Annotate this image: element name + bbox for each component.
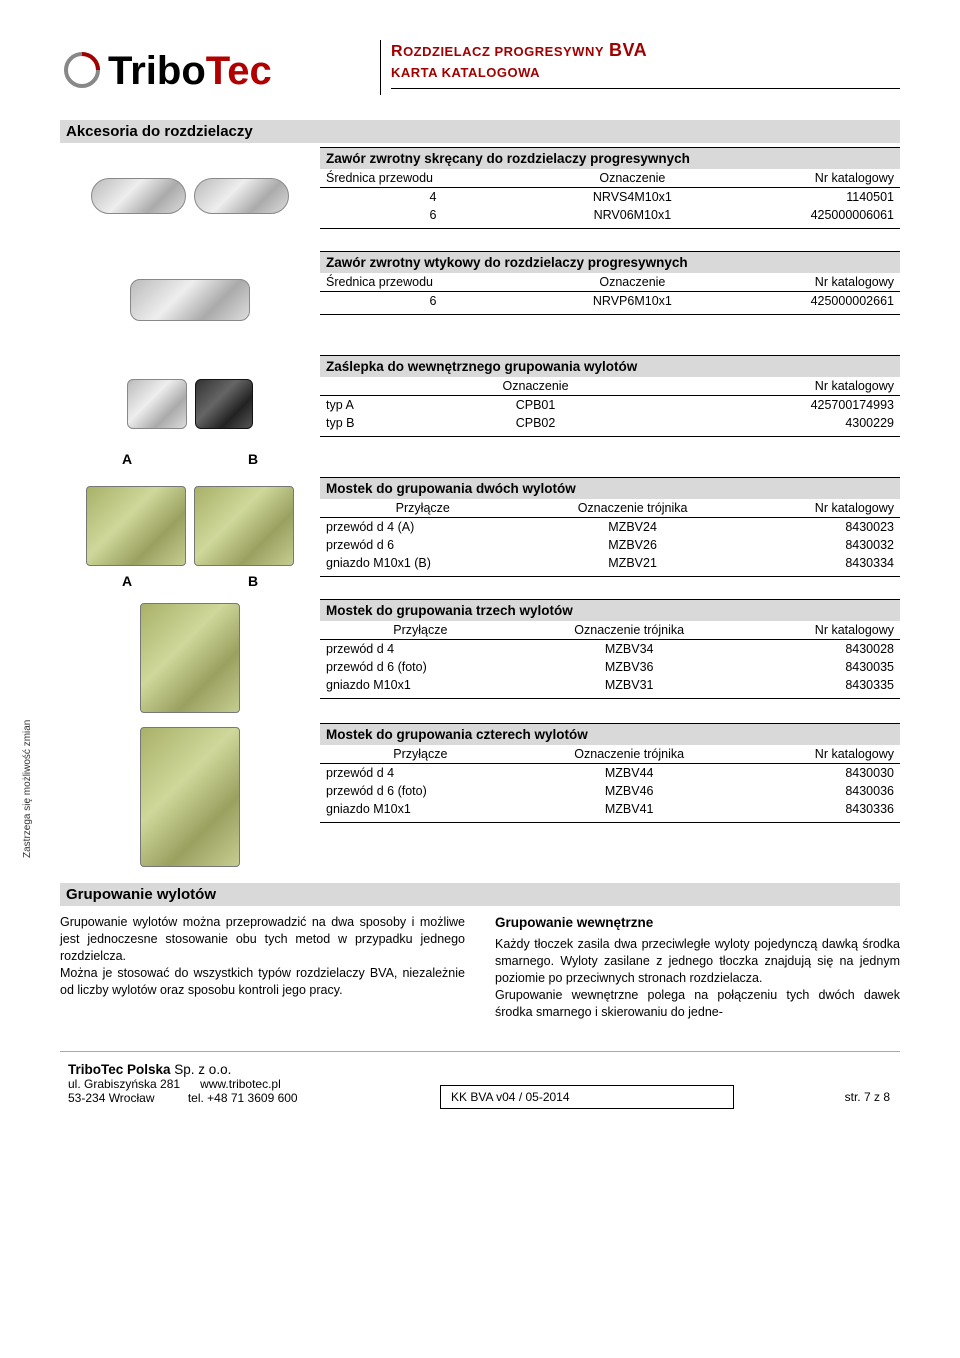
table-title: Mostek do grupowania trzech wylotów	[320, 599, 900, 621]
table-title: Zaślepka do wewnętrznego grupowania wylo…	[320, 355, 900, 377]
data-table: Średnica przewoduOznaczenieNr katalogowy…	[320, 169, 900, 224]
svg-text:TriboTec: TriboTec	[108, 49, 272, 93]
page-number: str. 7 z 8	[754, 1090, 900, 1104]
product-image	[127, 379, 187, 429]
doc-title-1: ROZDZIELACZ PROGRESYWNY BVA	[391, 40, 900, 61]
section-title: Akcesoria do rozdzielaczy	[60, 120, 900, 143]
logo: TriboTec	[60, 40, 380, 100]
footer: TriboTec Polska Sp. z o.o. ul. Grabiszyń…	[60, 1051, 900, 1109]
side-note: Zastrzega się możliwość zmian	[22, 719, 33, 857]
data-table: PrzyłączeOznaczenie trójnikaNr katalogow…	[320, 499, 900, 572]
data-table: OznaczenieNr katalogowy typ ACPB01425700…	[320, 377, 900, 432]
product-image	[195, 379, 253, 429]
product-image	[130, 279, 250, 321]
grouping-left: Grupowanie wylotów można przeprowadzić n…	[60, 914, 465, 1021]
data-table: PrzyłączeOznaczenie trójnikaNr katalogow…	[320, 745, 900, 818]
grouping-title: Grupowanie wylotów	[60, 883, 900, 906]
grouping-right: Grupowanie wewnętrzne Każdy tłoczek zasi…	[495, 914, 900, 1021]
product-image	[91, 178, 186, 214]
product-image	[140, 603, 240, 713]
product-image	[86, 486, 186, 566]
table-title: Mostek do grupowania dwóch wylotów	[320, 477, 900, 499]
table-title: Zawór zwrotny skręcany do rozdzielaczy p…	[320, 147, 900, 169]
product-image	[194, 178, 289, 214]
doc-version: KK BVA v04 / 05-2014	[440, 1085, 734, 1109]
table-title: Mostek do grupowania czterech wylotów	[320, 723, 900, 745]
table-title: Zawór zwrotny wtykowy do rozdzielaczy pr…	[320, 251, 900, 273]
product-image	[194, 486, 294, 566]
data-table: PrzyłączeOznaczenie trójnikaNr katalogow…	[320, 621, 900, 694]
data-table: Średnica przewoduOznaczenieNr katalogowy…	[320, 273, 900, 310]
doc-title-2: KARTA KATALOGOWA	[391, 65, 900, 89]
product-image	[140, 727, 240, 867]
